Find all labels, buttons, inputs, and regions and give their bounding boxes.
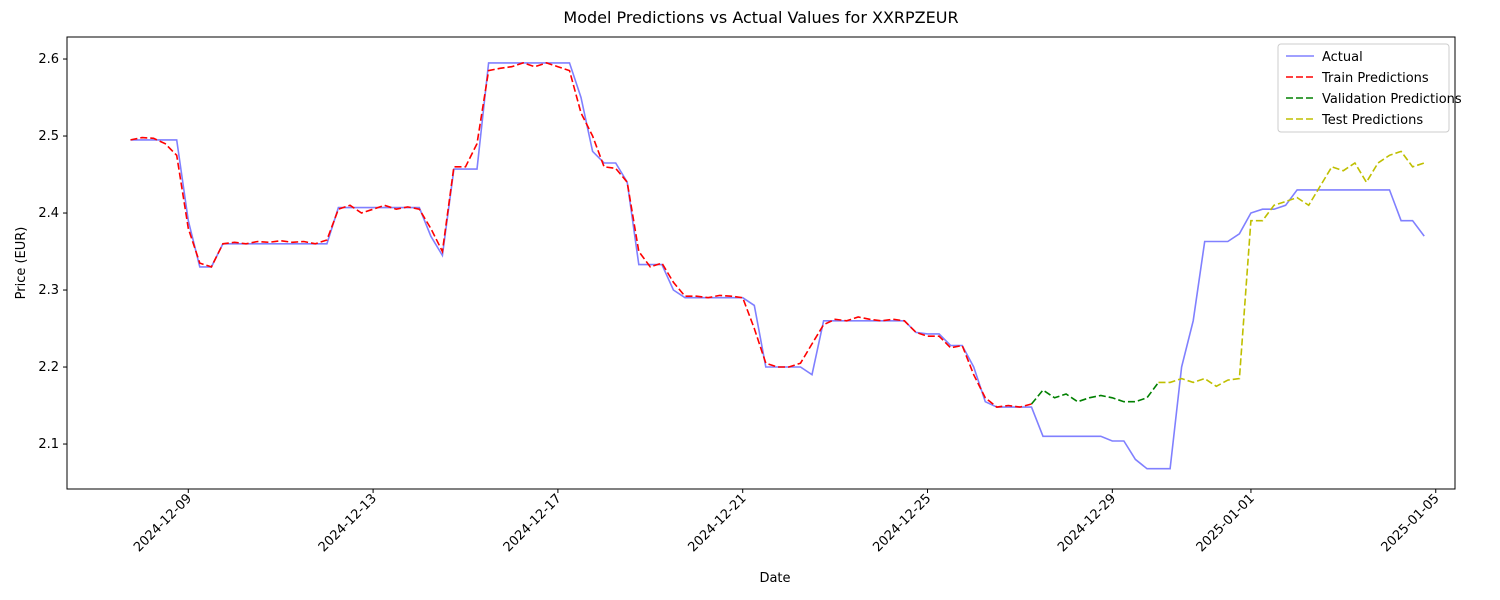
plot-frame [66, 36, 1456, 490]
x-tick-label: 2024-12-09 [131, 491, 195, 555]
x-tick-label: 2024-12-13 [316, 491, 380, 555]
legend-label: Test Predictions [1321, 113, 1423, 128]
y-tick-label: 2.4 [38, 206, 59, 221]
legend-frame [1277, 43, 1450, 133]
x-tick-label: 2025-01-01 [1194, 491, 1258, 555]
legend: Actual Train Predictions Validation Predic… [1277, 43, 1462, 133]
y-tick-label: 2.5 [38, 129, 59, 144]
x-tick-label: 2024-12-17 [501, 491, 565, 555]
chart-title: Model Predictions vs Actual Values for X… [563, 8, 958, 27]
series-line [130, 62, 1425, 470]
y-tick-label: 2.1 [38, 437, 59, 452]
series-line [1030, 381, 1160, 405]
x-axis-label: Date [759, 571, 790, 586]
y-tick-label: 2.3 [38, 283, 59, 298]
legend-label: Train Predictions [1321, 71, 1429, 86]
x-tick-label: 2024-12-21 [686, 491, 750, 555]
x-tick-label: 2024-12-25 [870, 491, 934, 555]
series-line [130, 62, 1032, 408]
y-tick-label: 2.2 [38, 360, 59, 375]
x-tick-label: 2024-12-29 [1055, 491, 1119, 555]
legend-label: Validation Predictions [1322, 92, 1462, 107]
x-tick-label: 2025-01-05 [1379, 491, 1443, 555]
y-axis-label: Price (EUR) [14, 227, 29, 300]
legend-label: Actual [1322, 50, 1363, 65]
y-tick-label: 2.6 [38, 52, 59, 67]
series-line [1158, 150, 1425, 388]
